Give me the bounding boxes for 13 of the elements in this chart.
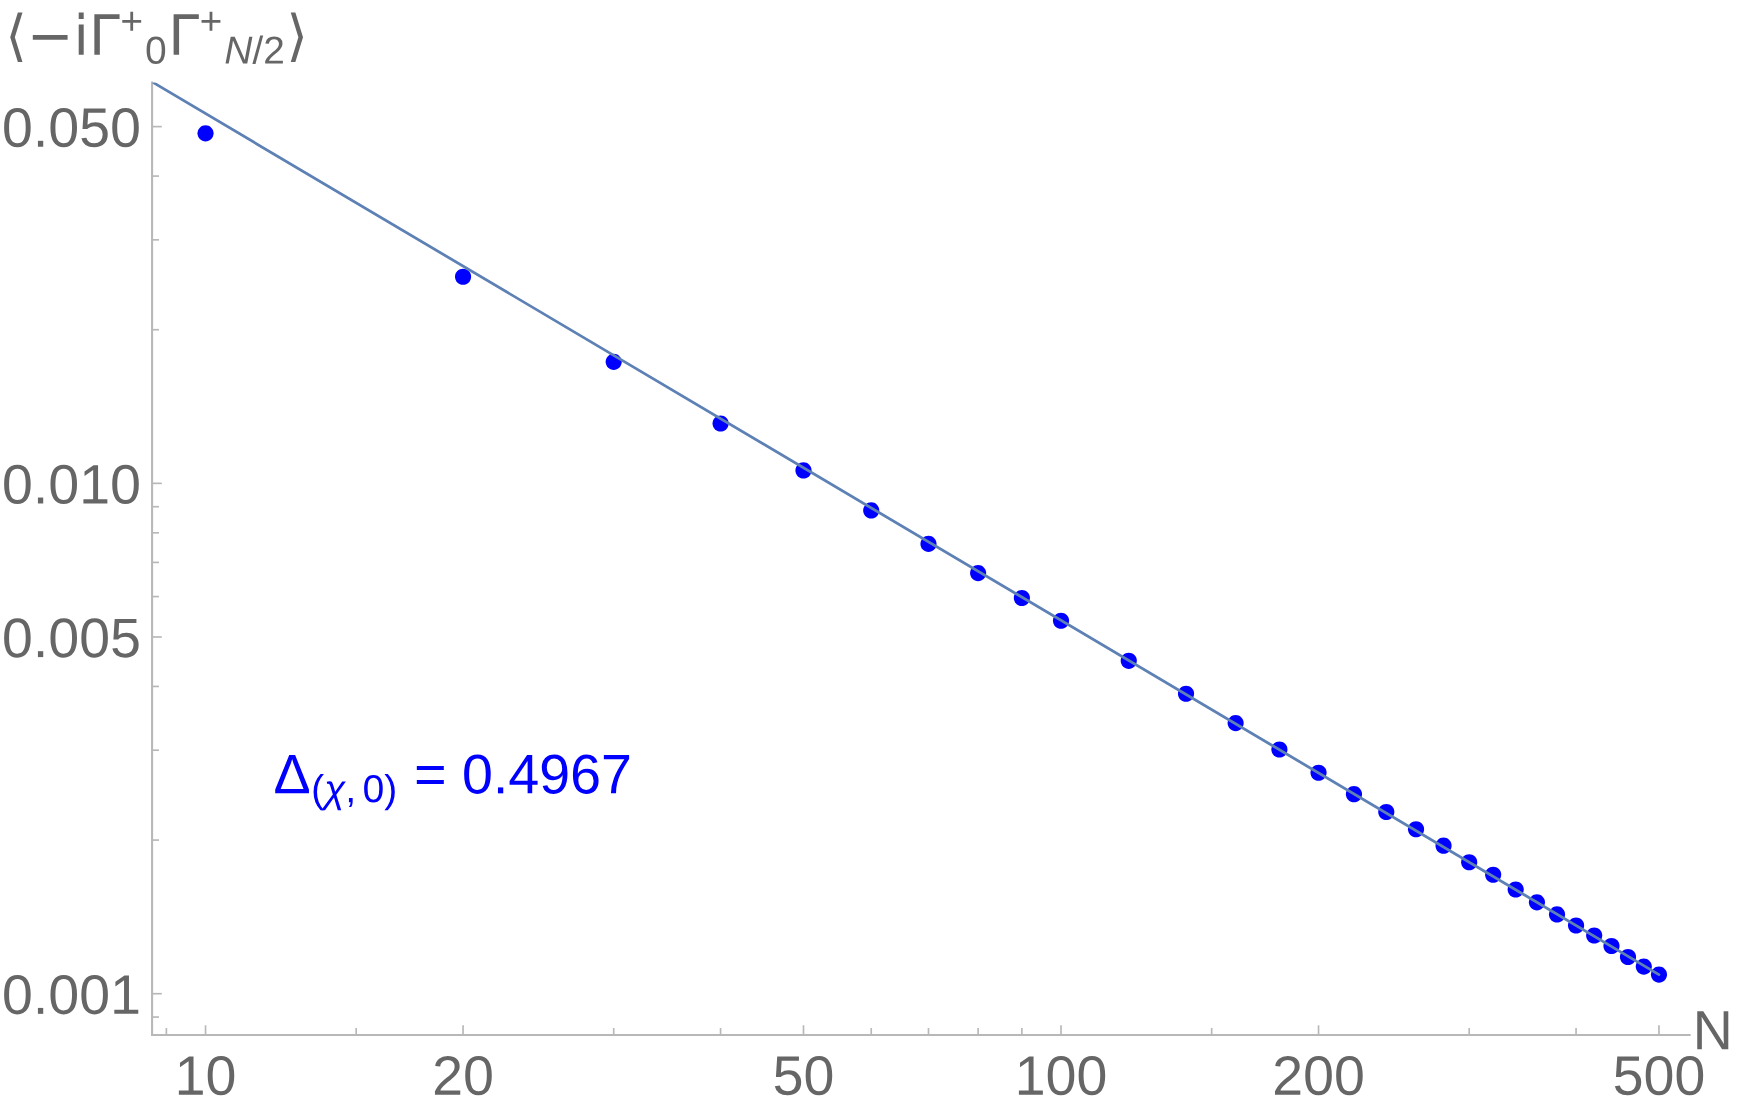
x-axis-title: N xyxy=(1697,1011,1729,1050)
y-tick-label: 0.050 xyxy=(4,107,139,148)
annotation: Δ$_{(χ,0)}$ = 0.4967 xyxy=(275,754,630,811)
x-tick-label: 50 xyxy=(774,1055,833,1096)
x-tick-label: 500 xyxy=(1614,1055,1704,1096)
y-tick-label: 0.010 xyxy=(4,464,139,505)
x-tick-label: 200 xyxy=(1274,1055,1363,1096)
x-tick-label: 10 xyxy=(178,1055,235,1096)
x-tick-label: 100 xyxy=(1018,1055,1106,1096)
y-tick-label: 0.005 xyxy=(4,618,139,658)
x-tick-label: 20 xyxy=(434,1055,492,1096)
y-tick-label: 0.001 xyxy=(4,975,139,1015)
y-axis-title: ⟨−iΓ$^{+}$$_{0}$Γ$^{+}$$_{N/2}$⟩ xyxy=(10,11,304,64)
